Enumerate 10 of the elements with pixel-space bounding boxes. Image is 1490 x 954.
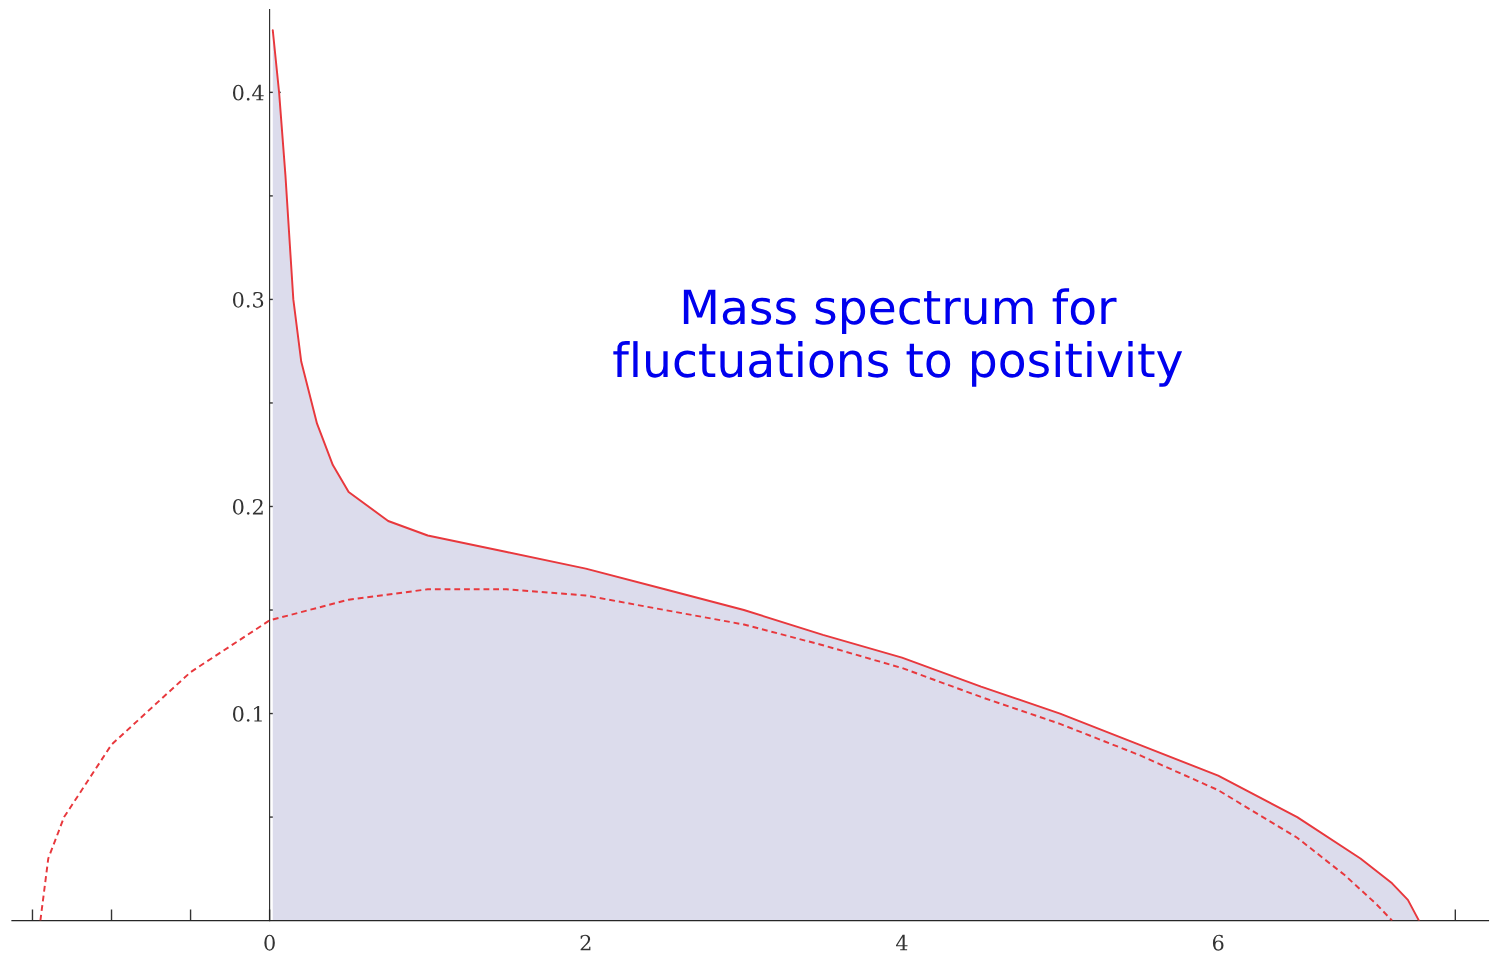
annotation: Mass spectrum for fluctuations to positivity [613,288,1183,387]
x-tick-label: 6 [1212,934,1224,951]
x-tick-label: 2 [580,934,591,951]
y-tick-label: 0.3 [232,291,264,308]
y-tick-label: 0.2 [232,498,263,515]
line-series [39,588,1394,921]
x-tick-label: 0 [264,934,275,951]
y-tick-label: 0.4 [232,84,264,101]
y-tick-label: 0.1 [232,706,262,722]
x-tick-label: 4 [896,934,908,951]
